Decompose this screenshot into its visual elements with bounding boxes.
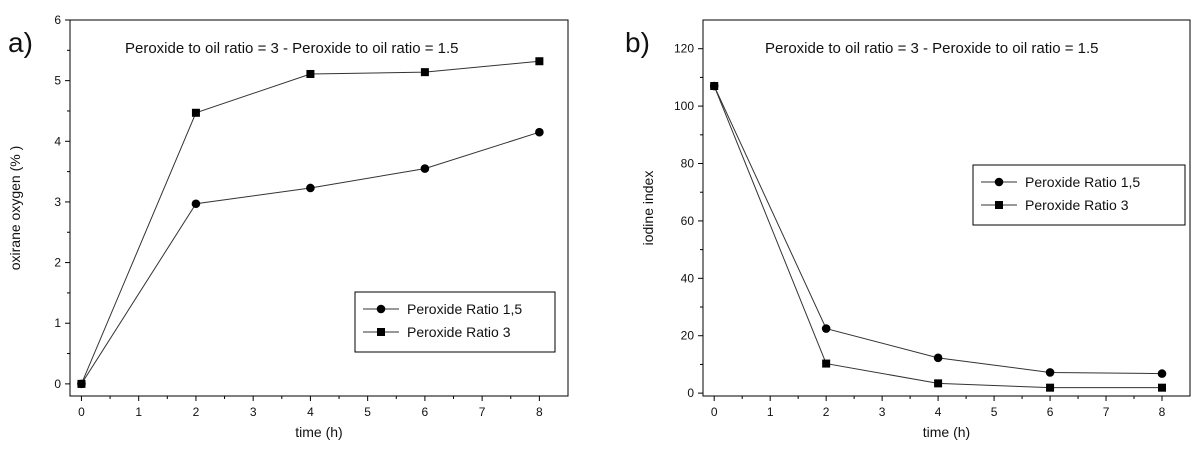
legend-marker-square	[377, 328, 385, 336]
legend-box	[972, 164, 1186, 226]
data-point-square	[420, 68, 429, 77]
legend: Peroxide Ratio 1,5 Peroxide Ratio 3	[354, 291, 556, 353]
x-tick-label: 8	[536, 405, 543, 419]
chart-title: Peroxide to oil ratio = 3 - Peroxide to …	[125, 40, 459, 57]
chart-title: Peroxide to oil ratio = 3 - Peroxide to …	[765, 40, 1099, 57]
y-tick-label: 120	[674, 42, 694, 56]
data-point-square	[934, 379, 943, 388]
y-axis-label: iodine index	[640, 171, 656, 246]
data-point-square	[77, 379, 86, 388]
legend-label: Peroxide Ratio 1,5	[407, 301, 522, 317]
x-tick-label: 0	[711, 405, 718, 419]
x-axis-label: time (h)	[295, 424, 342, 440]
plot-frame	[702, 19, 1191, 397]
x-tick-label: 5	[991, 405, 998, 419]
y-tick-label: 6	[54, 13, 61, 27]
y-tick-label: 1	[54, 316, 61, 330]
data-point-circle	[1157, 369, 1167, 378]
x-tick-label: 0	[78, 405, 85, 419]
y-tick-label: 100	[674, 99, 694, 113]
x-tick-label: 4	[307, 405, 314, 419]
legend-marker-square	[995, 201, 1003, 209]
y-tick-label: 60	[681, 214, 695, 228]
data-point-circle	[420, 164, 430, 173]
x-tick-label: 5	[364, 405, 371, 419]
legend-label: Peroxide Ratio 3	[407, 324, 511, 340]
data-point-square	[1046, 383, 1055, 392]
data-point-circle	[191, 199, 201, 209]
legend-label: Peroxide Ratio 1,5	[1025, 174, 1140, 190]
panel-label: a)	[8, 27, 33, 58]
x-tick-label: 6	[1047, 405, 1054, 419]
x-tick-label: 1	[135, 405, 142, 419]
y-axis-label: oxirane oxygen (% )	[7, 146, 23, 271]
x-tick-label: 6	[422, 405, 429, 419]
data-point-circle	[821, 324, 831, 333]
legend: Peroxide Ratio 1,5 Peroxide Ratio 3	[972, 164, 1186, 226]
x-tick-label: 4	[935, 405, 942, 419]
x-tick-label: 3	[250, 405, 257, 419]
chart-panel-a: 0 1 2 3 4 5 6 7 8 0 1 2 3 4 5 6 time (h) oxirane oxygen (…	[7, 13, 569, 440]
x-tick-label: 2	[193, 405, 200, 419]
plot-frame	[69, 19, 569, 397]
x-tick-label: 8	[1159, 405, 1166, 419]
panel-label: b)	[625, 27, 650, 58]
x-tick-label: 3	[879, 405, 886, 419]
y-tick-label: 0	[687, 386, 694, 400]
x-tick-label: 7	[479, 405, 486, 419]
y-tick-label: 20	[681, 329, 695, 343]
legend-marker-circle	[994, 177, 1004, 187]
data-point-square	[710, 82, 719, 91]
y-tick-label: 0	[54, 377, 61, 391]
data-point-square	[191, 108, 200, 117]
series-line-1	[713, 85, 1163, 375]
y-tick-label: 3	[54, 195, 61, 209]
x-tick-label: 7	[1103, 405, 1110, 419]
data-point-square	[1158, 383, 1167, 392]
series-line-2	[713, 85, 1163, 389]
data-point-circle	[1045, 368, 1055, 377]
data-point-circle	[933, 353, 943, 363]
data-point-circle	[535, 127, 544, 137]
x-tick-label: 2	[823, 405, 830, 419]
y-tick-label: 4	[54, 134, 61, 148]
x-tick-label: 1	[767, 405, 774, 419]
data-point-square	[306, 69, 315, 78]
y-tick-label: 5	[54, 74, 61, 88]
y-tick-label: 80	[681, 157, 695, 171]
legend-box	[354, 291, 556, 353]
legend-label: Peroxide Ratio 3	[1025, 197, 1129, 213]
y-tick-label: 2	[54, 256, 61, 270]
x-axis-label: time (h)	[923, 424, 970, 440]
legend-marker-circle	[376, 304, 386, 314]
data-point-square	[822, 359, 831, 368]
y-tick-label: 40	[681, 271, 695, 285]
data-point-circle	[306, 183, 315, 193]
data-point-square	[535, 57, 544, 66]
